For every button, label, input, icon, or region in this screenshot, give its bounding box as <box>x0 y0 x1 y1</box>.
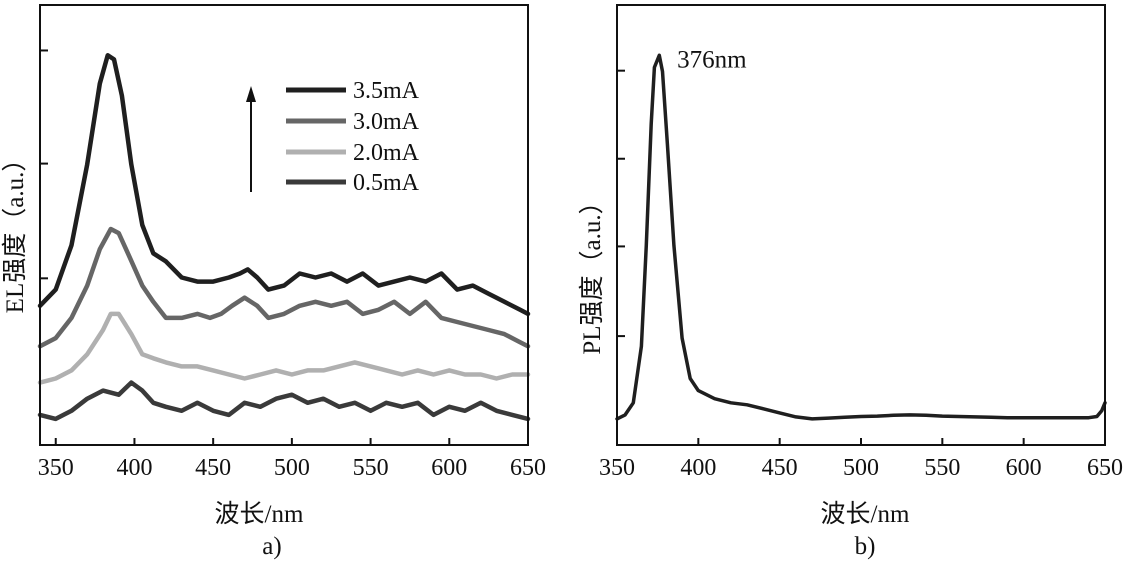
panel-a-series-layer <box>37 53 531 422</box>
series-line-3.0mA <box>37 226 531 349</box>
panel-a-el-spectrum: 350 400 450 500 550 600 650 波长/nm EL强度（a.u.） a… <box>1 4 546 560</box>
x-tick-label-400: 400 <box>680 455 716 481</box>
legend-label-3.5mA: 3.5mA <box>353 78 420 104</box>
panel-b-ticks: 350 400 450 500 550 600 650 <box>599 69 1123 481</box>
x-tick-label-400: 400 <box>116 455 152 481</box>
x-tick-label-500: 500 <box>843 455 879 481</box>
panel-a-arrow <box>246 86 256 192</box>
series-line-0.5mA <box>37 380 531 422</box>
x-tick-label-500: 500 <box>274 455 310 481</box>
series-line-PL <box>615 53 1107 421</box>
x-tick-label-350: 350 <box>599 455 635 481</box>
panel-a-xlabel: 波长/nm <box>215 500 304 528</box>
legend-label-3.0mA: 3.0mA <box>353 109 420 135</box>
series-line-2.0mA <box>37 311 531 385</box>
panel-b-caption: b) <box>855 533 876 560</box>
panel-a-ylabel: EL强度（a.u.） <box>1 147 29 314</box>
x-tick-label-450: 450 <box>762 455 798 481</box>
x-tick-label-650: 650 <box>1087 455 1123 481</box>
x-tick-label-600: 600 <box>431 455 467 481</box>
panel-a-legend: 3.5mA 3.0mA 2.0mA 0.5mA <box>286 78 420 196</box>
legend-label-0.5mA: 0.5mA <box>353 170 420 196</box>
series-line-3.5mA <box>37 53 531 317</box>
panel-a-ticks: 350 400 450 500 550 600 650 <box>38 49 546 481</box>
panel-b-ylabel: PL强度（a.u.） <box>578 189 606 354</box>
x-tick-label-450: 450 <box>195 455 231 481</box>
x-tick-label-650: 650 <box>510 455 546 481</box>
panel-a-caption: a) <box>262 533 281 560</box>
x-tick-label-550: 550 <box>353 455 389 481</box>
panel-a-frame <box>39 4 529 446</box>
panel-b-xlabel: 波长/nm <box>821 500 910 528</box>
x-tick-label-550: 550 <box>924 455 960 481</box>
panel-b-series-layer <box>615 53 1107 421</box>
legend-label-2.0mA: 2.0mA <box>353 140 420 166</box>
peak-annotation-376nm: 376nm <box>677 46 747 73</box>
x-tick-label-600: 600 <box>1006 455 1042 481</box>
arrow-up-icon <box>246 86 256 102</box>
x-tick-label-350: 350 <box>38 455 74 481</box>
panel-b-pl-spectrum: 350 400 450 500 550 600 650 波长/nm PL强度（a.u.） b… <box>578 4 1123 560</box>
